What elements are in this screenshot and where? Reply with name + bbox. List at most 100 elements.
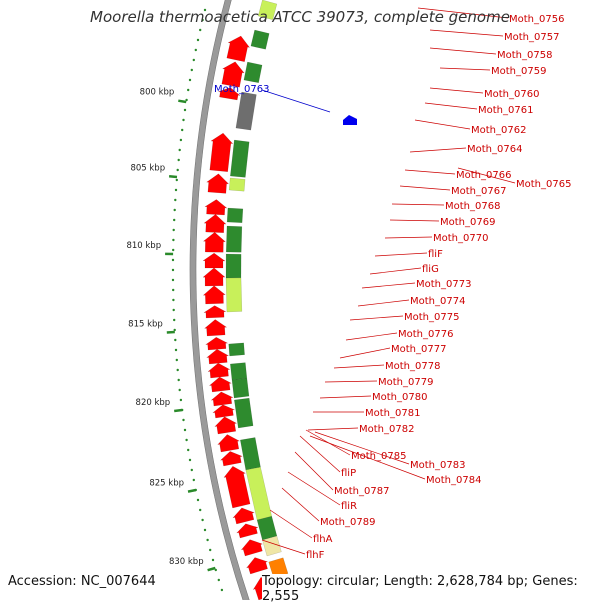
scale-tick bbox=[208, 568, 216, 570]
gene-label: Moth_0776 bbox=[398, 329, 453, 340]
scale-dot bbox=[184, 109, 186, 111]
gene-label: Moth_0767 bbox=[451, 186, 506, 197]
scale-dot bbox=[172, 279, 174, 281]
scale-dot bbox=[172, 259, 174, 261]
scale-dot bbox=[185, 439, 187, 441]
gene-label: Moth_0777 bbox=[391, 344, 446, 355]
scale-dot bbox=[189, 79, 191, 81]
scale-dot bbox=[175, 189, 177, 191]
scale-dot bbox=[199, 29, 201, 31]
gene-red bbox=[218, 435, 240, 453]
gene-label-connector bbox=[282, 488, 319, 521]
gene-label: Moth_0762 bbox=[471, 125, 526, 136]
gene-red bbox=[208, 363, 230, 378]
gene-red bbox=[211, 392, 233, 406]
gene-label: Moth_0779 bbox=[378, 377, 433, 388]
gene-green bbox=[226, 254, 241, 278]
gene-green bbox=[251, 30, 269, 49]
scale-dot bbox=[173, 229, 175, 231]
gene-label: Moth_0758 bbox=[497, 50, 552, 61]
gene-label: fliP bbox=[341, 468, 356, 479]
scale-label: 815 kbp bbox=[128, 320, 163, 330]
gene-label: Moth_0783 bbox=[410, 460, 465, 471]
scale-tick bbox=[167, 332, 175, 333]
gene-red bbox=[206, 337, 228, 350]
scale-dot bbox=[181, 129, 183, 131]
scale-dot bbox=[179, 389, 181, 391]
scale-dot bbox=[189, 459, 191, 461]
gene-label-connector bbox=[440, 68, 490, 70]
scale-dot bbox=[173, 319, 175, 321]
gene-label-connector bbox=[350, 316, 403, 320]
gene-red bbox=[233, 508, 254, 524]
gene-label-connector bbox=[400, 186, 450, 190]
gene-label-connector bbox=[375, 253, 427, 256]
gene-red bbox=[247, 558, 268, 575]
gene-label-connector bbox=[310, 436, 425, 479]
scale-dot bbox=[179, 149, 181, 151]
scale-dot bbox=[193, 59, 195, 61]
gene-label: Moth_0784 bbox=[426, 475, 481, 486]
scale-label: 800 kbp bbox=[140, 88, 175, 98]
gene-label: fliG bbox=[422, 264, 439, 275]
gene-label-connector bbox=[385, 237, 432, 238]
gene-label-connector bbox=[390, 220, 439, 221]
gene-red bbox=[237, 524, 258, 538]
scale-dot bbox=[212, 559, 214, 561]
gene-green bbox=[229, 343, 245, 356]
gene-label: Moth_0764 bbox=[467, 144, 522, 155]
scale-dot bbox=[187, 449, 189, 451]
scale-dot bbox=[221, 589, 223, 591]
gene-label: Moth_0770 bbox=[433, 233, 488, 244]
scale-dot bbox=[191, 69, 193, 71]
gene-label: Moth_0773 bbox=[416, 279, 471, 290]
scale-dot bbox=[218, 579, 220, 581]
scale-dot bbox=[176, 179, 178, 181]
gene-label-connector bbox=[308, 428, 358, 430]
scale-tick bbox=[188, 490, 196, 492]
scale-dot bbox=[180, 399, 182, 401]
gene-green bbox=[226, 226, 242, 252]
gene-label: fliR bbox=[341, 501, 357, 512]
scale-dot bbox=[172, 249, 174, 251]
gene-red bbox=[215, 417, 237, 434]
scale-dot bbox=[172, 269, 174, 271]
gene-label: Moth_0768 bbox=[445, 201, 500, 212]
scale-tick bbox=[178, 101, 186, 102]
gene-red bbox=[207, 349, 229, 364]
scale-dot bbox=[197, 39, 199, 41]
gene-green bbox=[257, 516, 277, 540]
map-title: Moorella thermoacetica ATCC 39073, compl… bbox=[0, 8, 600, 26]
scale-dot bbox=[180, 139, 182, 141]
scale-dot bbox=[182, 419, 184, 421]
gene-red bbox=[221, 451, 243, 466]
gene-red bbox=[204, 214, 226, 232]
scale-dot bbox=[173, 309, 175, 311]
scale-label: 825 kbp bbox=[149, 479, 184, 489]
gene-green bbox=[240, 438, 260, 471]
scale-dot bbox=[177, 369, 179, 371]
scale-dot bbox=[175, 349, 177, 351]
gene-gray bbox=[236, 92, 257, 130]
gene-green bbox=[227, 208, 243, 223]
gene-label-connector bbox=[334, 365, 384, 368]
gene-red bbox=[241, 540, 262, 556]
gene-green bbox=[244, 62, 262, 83]
gene-label: Moth_0769 bbox=[440, 217, 495, 228]
scale-dot bbox=[174, 199, 176, 201]
gene-label-connector bbox=[358, 300, 409, 306]
gene-label: Moth_0757 bbox=[504, 32, 559, 43]
accession-label: Accession: NC_007644 bbox=[8, 574, 156, 589]
scale-dot bbox=[184, 429, 186, 431]
gene-label-connector bbox=[430, 88, 483, 93]
scale-dot bbox=[193, 479, 195, 481]
scale-label: 810 kbp bbox=[126, 241, 161, 251]
gene-label: Moth_0782 bbox=[359, 424, 414, 435]
gene-green bbox=[230, 363, 247, 380]
gene-label-connector bbox=[320, 396, 371, 398]
scale-dot bbox=[206, 539, 208, 541]
scale-dot bbox=[178, 379, 180, 381]
scale-label: 830 kbp bbox=[169, 557, 204, 567]
scale-dot bbox=[191, 469, 193, 471]
gene-red bbox=[207, 174, 229, 194]
